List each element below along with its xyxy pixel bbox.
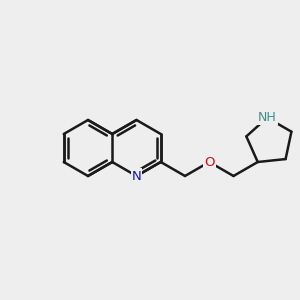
Text: O: O xyxy=(204,155,214,169)
Text: NH: NH xyxy=(258,111,277,124)
Text: N: N xyxy=(132,169,141,182)
